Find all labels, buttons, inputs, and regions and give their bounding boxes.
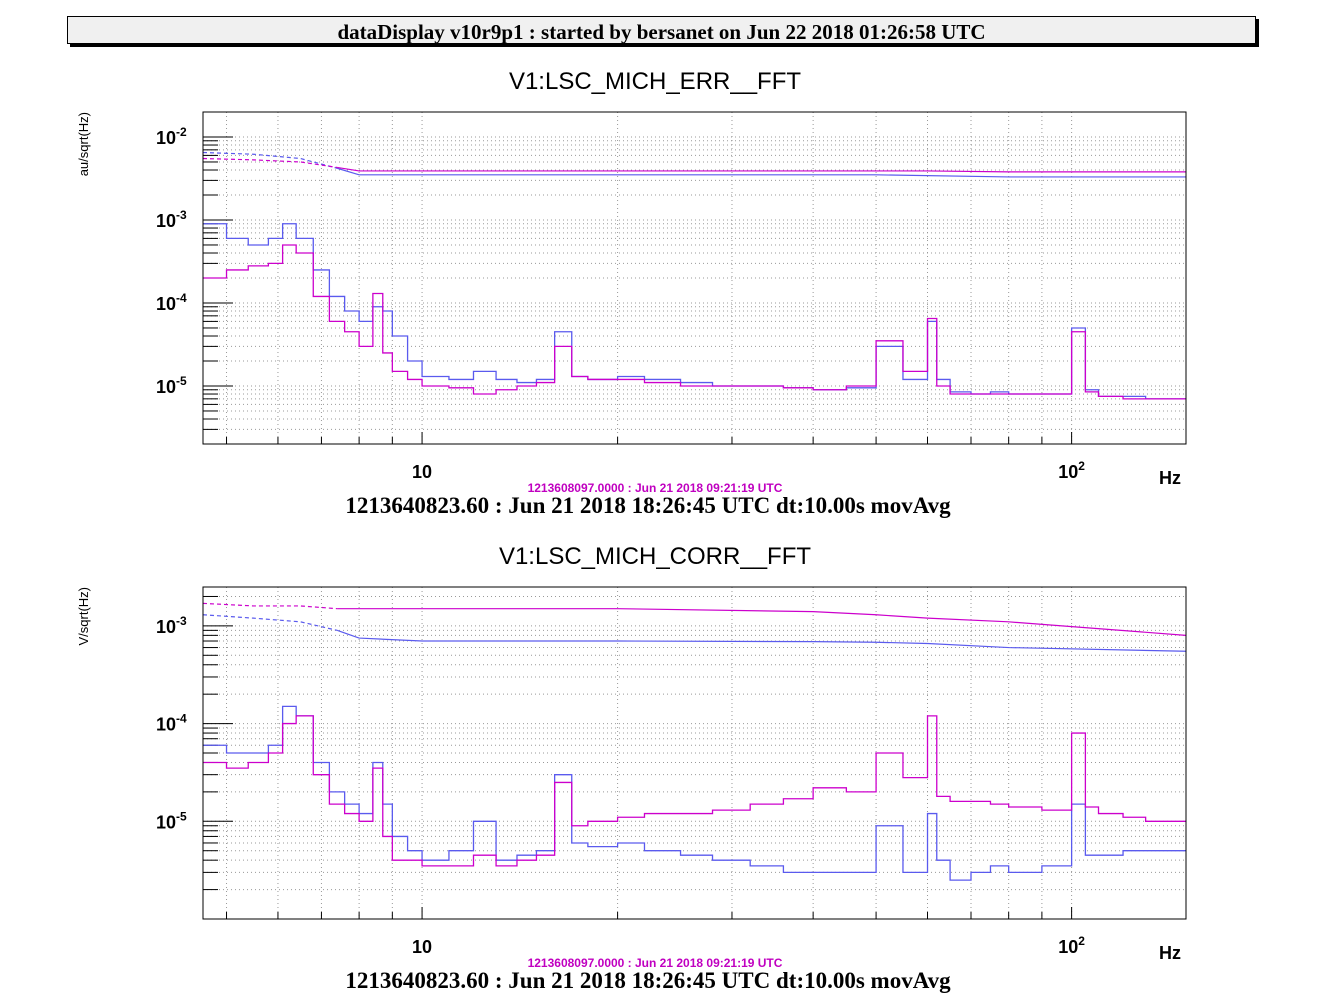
- y-tick-label: 10-3: [156, 208, 187, 231]
- y-tick-label: 10-4: [156, 712, 187, 735]
- footer-time-label: 1213640823.60 : Jun 21 2018 18:26:45 UTC…: [345, 968, 951, 993]
- y-tick-label: 10-5: [156, 809, 187, 832]
- series-group: [203, 602, 1186, 881]
- reference-time-label: 1213608097.0000 : Jun 21 2018 09:21:19 U…: [527, 481, 783, 495]
- x-axis-unit-label: Hz: [1159, 943, 1181, 963]
- x-tick-label: 102: [1058, 459, 1085, 482]
- y-tick-label: 10-4: [156, 291, 187, 314]
- x-tick-label: 10: [412, 462, 432, 482]
- grid: [203, 587, 1186, 920]
- chart-1-svg: 10 102 Hz 10-2 10-3 10-4 10-5 au/sqrt(Hz): [76, 111, 1187, 488]
- series-line-1: [203, 705, 1186, 881]
- average-line-3: [336, 629, 1186, 652]
- reference-time-label: 1213608097.0000 : Jun 21 2018 09:21:19 U…: [527, 956, 783, 970]
- chart-panel-2: V1:LSC_MICH_CORR__FFT 10 102 Hz 10-3 10-4 10-…: [0, 535, 1324, 1000]
- y-tick-label: 10-2: [156, 125, 187, 148]
- footer-time-label: 1213640823.60 : Jun 21 2018 18:26:45 UTC…: [345, 493, 951, 518]
- x-axis-unit-label: Hz: [1159, 468, 1181, 488]
- series-line-2: [203, 715, 1186, 867]
- y-axis-label: au/sqrt(Hz): [76, 112, 91, 176]
- series-line-2: [203, 244, 1186, 400]
- y-tick-label: 10-5: [156, 374, 187, 397]
- chart-panel-1: V1:LSC_MICH_ERR__FFT 10 102 Hz 10-2 10-3 10-4…: [0, 60, 1324, 525]
- header-title: dataDisplay v10r9p1 : started by bersane…: [337, 20, 986, 44]
- average-line-dashed-4: [203, 602, 338, 610]
- average-line-dashed-3: [203, 151, 338, 169]
- x-tick-label: 10: [412, 937, 432, 957]
- average-line-3: [336, 167, 1186, 178]
- header-box: dataDisplay v10r9p1 : started by bersane…: [67, 16, 1256, 44]
- y-axis-label: V/sqrt(Hz): [76, 587, 91, 646]
- average-line-4: [337, 166, 1186, 173]
- y-tick-label: 10-3: [156, 614, 187, 637]
- average-line-4: [337, 608, 1186, 636]
- x-tick-label: 102: [1058, 934, 1085, 957]
- plot-frame: [202, 111, 1187, 445]
- series-group: [203, 151, 1186, 400]
- series-line-1: [203, 223, 1186, 400]
- chart-title: V1:LSC_MICH_CORR__FFT: [498, 543, 812, 570]
- plot-frame: [202, 586, 1187, 920]
- average-line-dashed-3: [203, 614, 338, 631]
- chart-title: V1:LSC_MICH_ERR__FFT: [508, 68, 802, 95]
- chart-2-svg: 10 102 Hz 10-3 10-4 10-5 V/sqrt(Hz): [76, 586, 1187, 963]
